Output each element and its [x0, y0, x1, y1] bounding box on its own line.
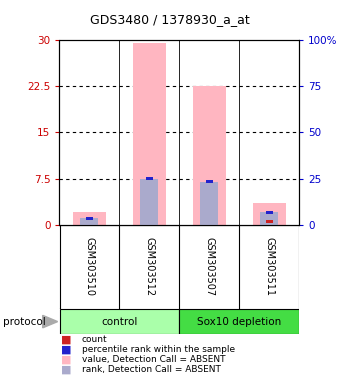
Text: rank, Detection Call = ABSENT: rank, Detection Call = ABSENT: [82, 365, 220, 374]
Bar: [86, 217, 93, 220]
Text: GSM303510: GSM303510: [84, 237, 95, 296]
Bar: [86, 217, 93, 220]
Text: GSM303512: GSM303512: [144, 237, 154, 296]
Bar: [266, 220, 273, 223]
Bar: [146, 177, 153, 180]
Text: percentile rank within the sample: percentile rank within the sample: [82, 345, 235, 354]
Bar: [206, 180, 213, 184]
Text: GDS3480 / 1378930_a_at: GDS3480 / 1378930_a_at: [90, 13, 250, 26]
Bar: [193, 86, 226, 225]
Bar: [266, 210, 273, 214]
Text: ■: ■: [61, 355, 72, 365]
Text: value, Detection Call = ABSENT: value, Detection Call = ABSENT: [82, 355, 225, 364]
Bar: [180, 309, 299, 334]
Bar: [140, 179, 158, 225]
Text: ■: ■: [61, 365, 72, 375]
Bar: [59, 309, 180, 334]
Bar: [73, 212, 106, 225]
Bar: [260, 212, 278, 225]
Bar: [81, 218, 99, 225]
Polygon shape: [42, 315, 57, 328]
Bar: [253, 203, 286, 225]
Text: GSM303511: GSM303511: [264, 237, 274, 296]
Text: control: control: [101, 316, 138, 327]
Text: Sox10 depletion: Sox10 depletion: [197, 316, 282, 327]
Text: ■: ■: [61, 335, 72, 345]
Text: GSM303507: GSM303507: [204, 237, 214, 296]
Text: ■: ■: [61, 345, 72, 355]
Text: protocol: protocol: [3, 316, 46, 327]
Bar: [200, 182, 218, 225]
Text: count: count: [82, 335, 107, 344]
Bar: [133, 43, 166, 225]
